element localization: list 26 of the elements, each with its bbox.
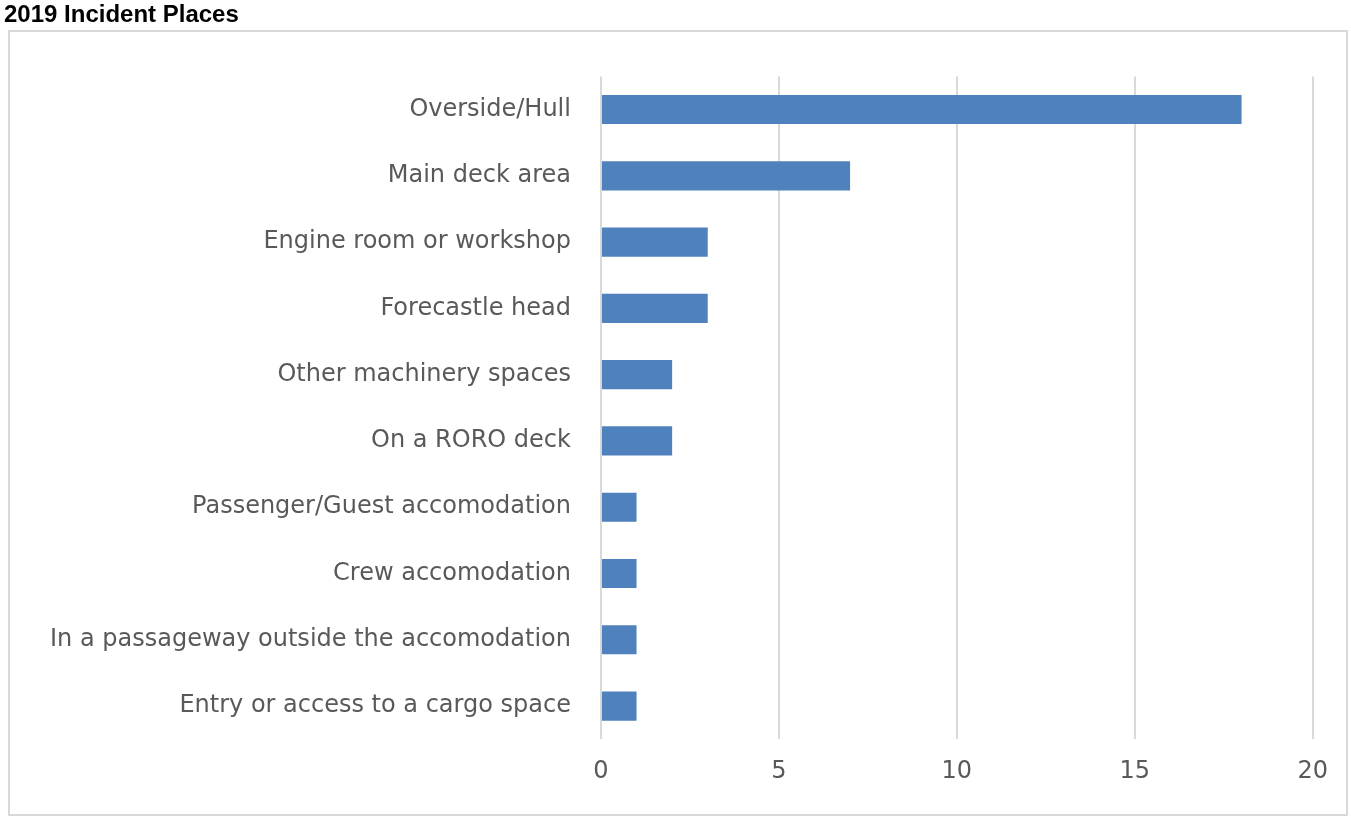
bar [601,161,851,191]
y-tick-label: In a passageway outside the accomodation [49,624,571,653]
y-tick-label: Other machinery spaces [277,358,571,387]
x-tick-label: 15 [1119,755,1151,784]
x-tick-label: 0 [593,755,609,784]
y-tick-label: Passenger/Guest accomodation [192,491,571,520]
y-tick-label: On a RORO deck [371,425,572,454]
y-tick-label: Overside/Hull [409,93,571,122]
text: 2019 Incident Places [4,0,239,28]
bar [601,426,673,456]
bar [601,492,637,522]
y-tick-label: Engine room or workshop [263,226,571,255]
x-tick-label: 20 [1297,755,1328,784]
y-tick-label: Crew accomodation [333,557,571,586]
bar [601,360,673,390]
bar [601,227,708,257]
bar [601,691,637,721]
y-tick-label: Entry or access to a cargo space [179,690,571,719]
bar [601,625,637,655]
x-tick-label: 5 [771,755,787,784]
y-tick-label: Main deck area [387,160,571,189]
x-tick-label: 10 [941,755,973,784]
bar [601,293,708,323]
y-tick-label: Forecastle head [380,292,571,321]
bar [601,558,637,589]
bar [601,94,1242,125]
